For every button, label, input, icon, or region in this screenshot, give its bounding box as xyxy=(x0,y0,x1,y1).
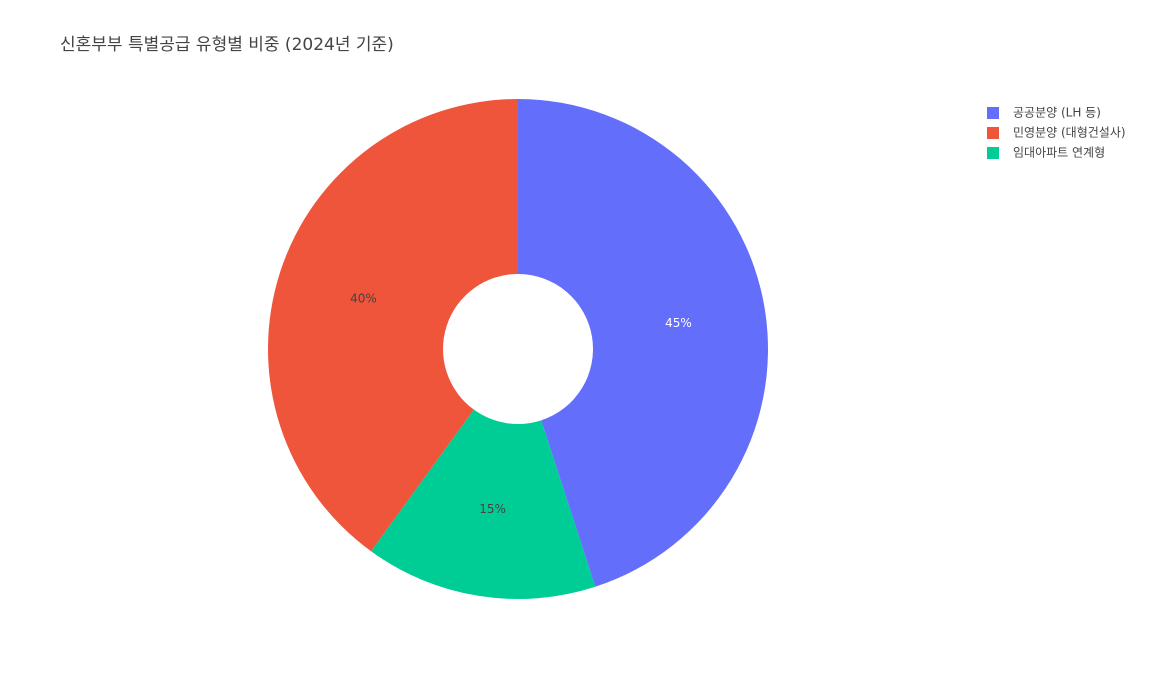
legend-swatch xyxy=(987,107,999,119)
legend-label: 공공분양 (LH 등) xyxy=(1013,106,1101,120)
slice-label: 40% xyxy=(350,291,377,305)
pie-slice xyxy=(518,99,768,587)
legend-label: 민영분양 (대형건설사) xyxy=(1013,126,1126,140)
slice-label: 45% xyxy=(665,316,692,330)
pie-slice xyxy=(268,99,518,552)
slice-label: 15% xyxy=(479,502,506,516)
legend-swatch xyxy=(987,147,999,159)
pie-slice xyxy=(371,409,596,599)
legend-swatch xyxy=(987,127,999,139)
chart-title: 신혼부부 특별공급 유형별 비중 (2024년 기준) xyxy=(60,35,394,55)
legend-label: 임대아파트 연계형 xyxy=(1013,146,1105,160)
